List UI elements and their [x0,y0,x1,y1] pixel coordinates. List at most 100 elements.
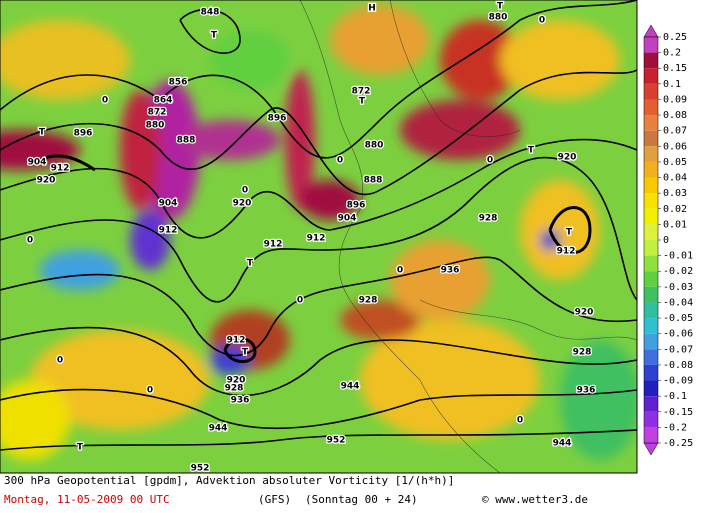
contour-label: 872 [148,108,167,118]
contour-label: 856 [169,78,188,88]
contour-label: 0 [539,16,545,26]
contour-label: 904 [28,158,47,168]
contour-label: 0 [297,296,303,306]
contour-label: 920 [37,176,56,186]
colorbar-tick-label: 0.15 [663,63,687,74]
colorbar-swatch [644,364,658,381]
contour-label: 904 [159,199,178,209]
contour-label: T [77,443,84,453]
footer-run: (Sonntag 00 + 24) [305,493,418,506]
contour-label: 920 [558,153,577,163]
colorbar-arrow-top [643,24,659,38]
contour-label: T [359,97,366,107]
colorbar-swatch [644,177,658,194]
contour-label: 936 [577,386,596,396]
contour-label: 896 [347,201,366,211]
colorbar-tick-label: 0.02 [663,204,687,215]
contour-label: 0 [242,186,248,196]
footer-date: Montag, 11-05-2009 00 UTC [4,493,170,506]
colorbar-swatch [644,130,658,147]
contour-label: 912 [159,226,178,236]
colorbar-swatch [644,318,658,334]
contour-label: 952 [327,436,346,446]
colorbar-tick-label: 0.03 [663,188,687,199]
contour-label: 920 [227,376,246,386]
contour-label: 848 [201,8,220,18]
contour-label: 864 [154,96,173,106]
contour-label: 912 [557,247,576,257]
colorbar-tick-label: -0.08 [663,360,693,371]
contour-label: 0 [147,386,153,396]
contour-label: 0 [397,266,403,276]
contour-label: H [368,4,376,14]
contour-label: 880 [365,141,384,151]
contour-label: T [39,128,46,138]
colorbar-swatch [644,349,658,365]
contour-label: T [247,259,254,269]
contour-label: 936 [441,266,460,276]
contour-label: 928 [359,296,378,306]
colorbar-tick-label: -0.15 [663,407,693,418]
map-frame [0,0,638,474]
contour-labels: 848 T 856 864 872 880 888 896 T 896 904 912 920 904 91… [26,0,597,473]
contour-label: 0 [337,156,343,166]
contour-label: 912 [51,164,70,174]
colorbar-tick-label: 0.1 [663,79,681,90]
colorbar-swatch [644,302,658,319]
contour-label: 920 [233,199,252,209]
contour-label: 880 [146,121,165,131]
colorbar-swatch [644,271,658,287]
colorbar-tick-label: 0.07 [663,126,687,137]
contour-label: 0 [57,356,63,366]
contour-label: 912 [264,240,283,250]
footer-model: (GFS) [258,493,291,506]
contour-label: 928 [225,384,244,394]
colorbar-arrow-bottom [643,442,659,456]
colorbar-swatch [644,115,658,131]
contour-label: 896 [74,129,93,139]
colorbar-tick-label: -0.09 [663,376,693,387]
colorbar-tick-label: 0.08 [663,110,687,121]
colorbar-tick-label: -0.04 [663,297,693,308]
colorbar-tick-label: 0.06 [663,141,687,152]
contour-label: T [497,2,504,12]
colorbar-swatch [644,83,658,100]
contour-label: 888 [364,176,383,186]
contour-label: 888 [177,136,196,146]
contour-label: 0 [102,96,108,106]
contour-label: 944 [341,382,360,392]
contour-label: T [242,348,249,358]
map: 848 T 856 864 872 880 888 896 T 896 904 912 920 904 91… [0,0,637,473]
colorbar-tick-label: 0.04 [663,173,687,184]
colorbar-swatch [644,380,658,397]
colorbar-swatch [644,146,658,162]
colorbar-swatch [644,208,658,225]
colorbar-swatch [644,99,658,116]
footer-credit: © www.wetter3.de [482,493,588,506]
colorbar-tick-label: -0.01 [663,251,693,262]
contour-label: 896 [268,114,287,124]
colorbar-swatch [644,37,658,53]
colorbar-tick-label: -0.1 [663,391,687,402]
contour-label: 0 [517,416,523,426]
contour-label: 928 [479,214,498,224]
colorbar-tick-label: -0.05 [663,313,693,324]
contour-label: T [566,228,573,238]
colorbar-swatch [644,240,658,256]
contour-label: 904 [338,214,357,224]
contour-label: 0 [487,156,493,166]
footer-title: 300 hPa Geopotential [gpdm], Advektion a… [4,474,454,487]
coastlines [299,0,637,473]
colorbar-tick-label: -0.2 [663,422,687,433]
colorbar-swatch [644,255,658,272]
colorbar-tick-label: -0.02 [663,266,693,277]
colorbar-swatch [644,286,658,303]
colorbar-swatch [644,333,658,350]
contour-label: T [528,146,535,156]
contours [0,0,637,451]
colorbar-swatch [644,411,658,428]
contour-label: 0 [27,236,33,246]
colorbar-tick-label: -0.25 [663,438,693,449]
colorbar-tick-label: 0 [663,235,669,246]
colorbar: 0.25 0.2 0.15 0.1 0.09 0.08 0.07 0.06 0.05 0.04 0.… [643,24,693,456]
